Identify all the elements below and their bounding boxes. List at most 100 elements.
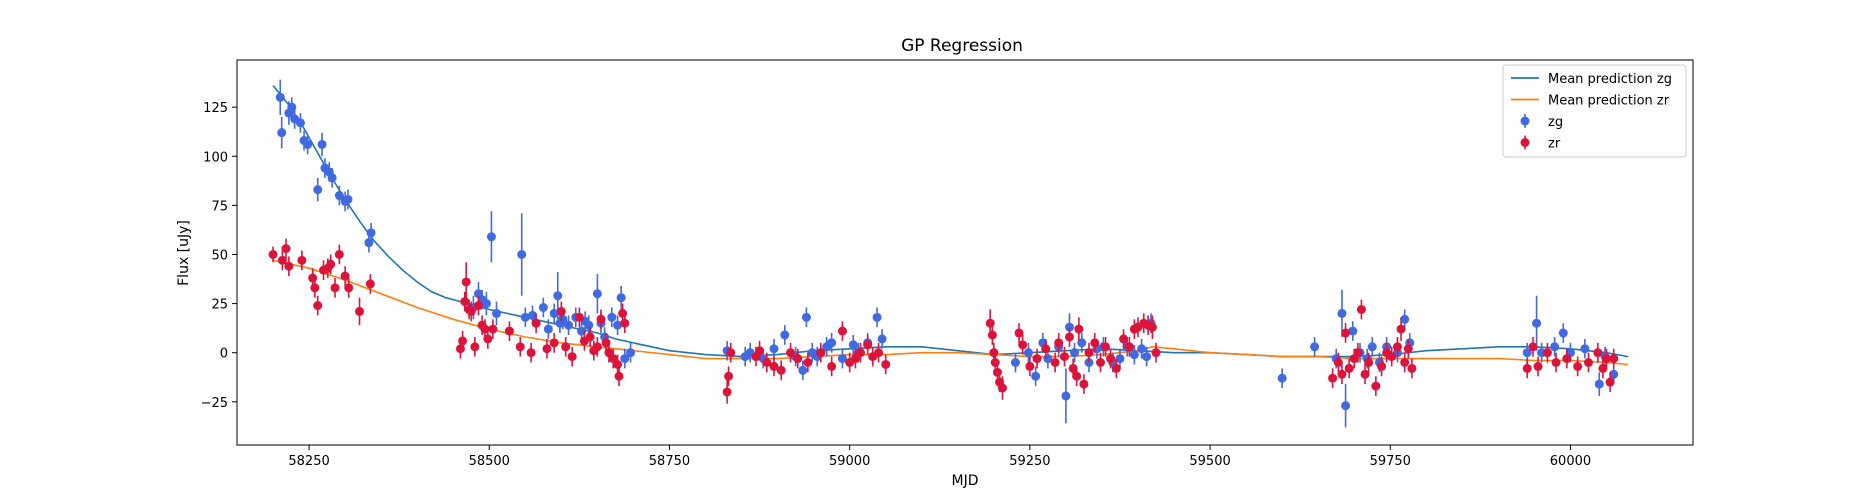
data-point xyxy=(458,336,468,346)
data-point xyxy=(343,194,353,204)
data-point xyxy=(1151,348,1161,358)
data-point xyxy=(531,318,541,328)
data-point xyxy=(1594,379,1604,389)
data-point xyxy=(827,338,837,348)
data-point xyxy=(1605,377,1615,387)
data-point xyxy=(268,249,278,259)
data-point xyxy=(504,326,514,336)
data-point xyxy=(313,301,323,311)
data-point xyxy=(855,348,865,358)
data-point xyxy=(1550,342,1560,352)
data-point xyxy=(1115,354,1125,364)
data-point xyxy=(607,312,617,322)
data-point xyxy=(1371,381,1381,391)
data-point xyxy=(803,358,813,367)
data-point xyxy=(281,244,291,254)
data-point xyxy=(1074,324,1084,334)
data-point xyxy=(848,340,858,350)
data-point xyxy=(564,320,574,330)
data-point xyxy=(567,352,577,362)
data-point xyxy=(1580,344,1590,354)
y-axis-label: Flux [uJy] xyxy=(176,220,192,286)
data-point xyxy=(990,358,1000,367)
data-point xyxy=(277,128,287,138)
data-point xyxy=(1341,328,1351,338)
data-point xyxy=(366,228,376,238)
data-point xyxy=(1522,348,1532,358)
y-tick-label: 75 xyxy=(211,199,228,214)
data-point xyxy=(1341,401,1351,411)
data-point xyxy=(461,277,471,287)
data-point xyxy=(769,361,779,371)
data-point xyxy=(466,306,476,316)
data-point xyxy=(776,365,786,375)
data-point xyxy=(850,354,860,364)
data-point xyxy=(326,259,336,269)
data-point xyxy=(1124,342,1134,352)
data-point xyxy=(330,283,340,293)
data-point xyxy=(561,342,571,352)
data-point xyxy=(515,342,525,352)
data-point xyxy=(987,330,997,340)
data-point xyxy=(992,367,1002,377)
data-point xyxy=(1119,334,1129,344)
data-point xyxy=(295,118,305,128)
x-tick-label: 59500 xyxy=(1189,454,1230,469)
data-point xyxy=(558,314,568,324)
data-point xyxy=(1598,363,1608,373)
data-point xyxy=(1090,338,1100,348)
legend-label: zr xyxy=(1548,137,1561,152)
data-point xyxy=(284,261,294,271)
data-point xyxy=(1096,358,1106,367)
data-point xyxy=(1129,350,1139,360)
data-point xyxy=(488,324,498,334)
legend-box xyxy=(1502,64,1687,158)
data-point xyxy=(1147,322,1157,332)
data-point xyxy=(613,359,623,369)
data-point xyxy=(1542,348,1552,358)
data-point xyxy=(1106,354,1116,364)
data-point xyxy=(473,301,483,311)
x-tick-label: 59000 xyxy=(829,454,870,469)
data-point xyxy=(491,308,501,318)
legend: Mean prediction zg Mean prediction zr zg zr xyxy=(1502,64,1687,158)
data-point xyxy=(1277,373,1287,383)
data-point xyxy=(553,291,563,301)
data-point xyxy=(1533,361,1543,371)
legend-marker-swatch xyxy=(1520,138,1530,147)
data-point xyxy=(313,185,323,195)
data-point xyxy=(275,92,285,102)
data-point xyxy=(1377,361,1387,371)
data-point xyxy=(1101,342,1111,352)
data-point xyxy=(1400,358,1410,367)
y-tick-label: −25 xyxy=(201,396,228,411)
data-point xyxy=(1356,304,1366,314)
data-point xyxy=(308,273,318,283)
data-point xyxy=(303,139,313,149)
data-point xyxy=(1392,342,1402,352)
data-point xyxy=(1551,358,1561,367)
x-tick-label: 58500 xyxy=(469,454,510,469)
data-point xyxy=(769,344,779,354)
data-point xyxy=(592,289,602,299)
chart-title: GP Regression xyxy=(901,36,1023,56)
plot-area xyxy=(236,59,1694,446)
data-point xyxy=(1360,369,1370,379)
data-point xyxy=(297,255,307,265)
data-point xyxy=(574,312,584,322)
data-point xyxy=(1337,369,1347,379)
data-point xyxy=(1609,369,1619,379)
data-point xyxy=(1573,361,1583,371)
data-point xyxy=(1084,348,1094,358)
data-point xyxy=(1079,379,1089,389)
data-point xyxy=(549,308,559,318)
y-tick-label: 125 xyxy=(203,101,228,116)
data-point xyxy=(1532,318,1542,328)
data-point xyxy=(340,271,350,281)
legend-label: Mean prediction zr xyxy=(1548,94,1670,109)
data-point xyxy=(1367,342,1377,352)
data-point xyxy=(596,314,606,324)
data-point xyxy=(1142,352,1152,362)
data-point xyxy=(726,348,736,358)
observation-points xyxy=(268,79,1619,428)
